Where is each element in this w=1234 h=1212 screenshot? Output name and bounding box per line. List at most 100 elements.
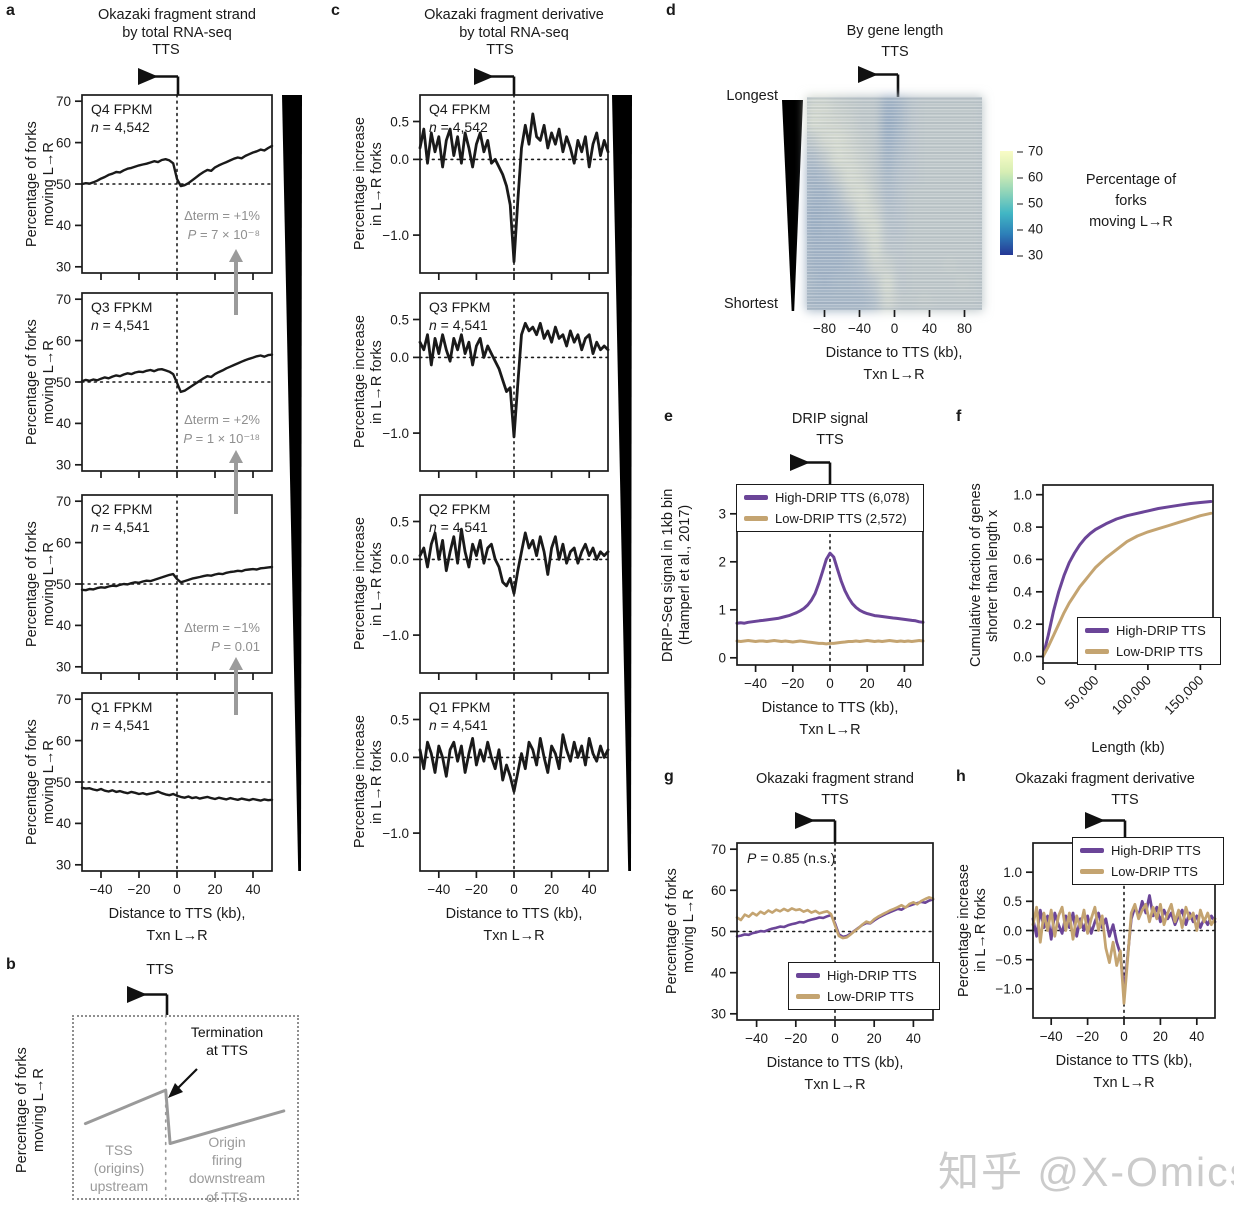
legend-swatch-low-drip — [744, 516, 768, 521]
panel-g-plot: 70 60 50 40 30 −40 −20 0 20 40 P = 0.85 (n.s.) — [711, 842, 935, 1046]
panel-g-ylabel: Percentage of forks moving L→R — [664, 868, 698, 995]
svg-text:70: 70 — [56, 494, 71, 509]
svg-text:60: 60 — [56, 535, 71, 550]
panel-g-title: Okazaki fragment strand — [756, 771, 914, 787]
svg-text:20: 20 — [1153, 1029, 1168, 1044]
svg-text:3: 3 — [718, 507, 726, 522]
panel-c-ylabel-q2: Percentage increase in L→R forks — [352, 517, 386, 651]
legend-swatch-high-drip — [1080, 848, 1104, 853]
tss-upstream-label: TSS (origins) upstream — [89, 1142, 149, 1195]
panel-a-title: Okazaki fragment strand by total RNA-seq — [98, 7, 256, 42]
svg-text:20: 20 — [860, 676, 875, 691]
svg-text:0.0: 0.0 — [1013, 649, 1032, 664]
tts-flag-icon — [790, 454, 832, 485]
panel-f-ylabel: Cumulative fraction of genes shorter tha… — [968, 483, 1002, 668]
svg-text:50: 50 — [711, 924, 726, 939]
svg-text:50: 50 — [56, 775, 71, 790]
svg-text:0.5: 0.5 — [390, 114, 409, 129]
svg-text:40: 40 — [56, 618, 71, 633]
svg-text:0.0: 0.0 — [390, 750, 409, 765]
legend-label: Low-DRIP TTS (2,572) — [775, 511, 907, 526]
panel-a-ylabel-q1: Percentage of forks moving L→R — [24, 719, 58, 845]
svg-text:50: 50 — [56, 577, 71, 592]
panel-letter-g: g — [664, 768, 674, 785]
longest-label: Longest — [726, 88, 778, 104]
stat-annotation: Δterm = +1% P = 7 × 10⁻⁸ — [184, 208, 260, 242]
panel-b-schematic-box — [72, 1015, 299, 1200]
svg-text:0: 0 — [831, 1031, 839, 1046]
svg-text:−1.0: −1.0 — [995, 982, 1022, 997]
panel-d-heatmap: −80 −40 0 40 80 — [806, 96, 983, 336]
svg-text:0: 0 — [1033, 673, 1049, 689]
p-value-annotation: P = 0.85 (n.s.) — [747, 850, 836, 866]
panel-c-title: Okazaki fragment derivative by total RNA… — [424, 7, 604, 42]
svg-text:30: 30 — [56, 660, 71, 675]
panel-a-plot-q1: 70 60 50 40 30 −40 −20 0 20 40 Q1 FPKM n = 4,541 — [56, 692, 274, 897]
panel-c-ylabel-q4: Percentage increase in L→R forks — [352, 117, 386, 251]
expression-gradient-wedge-a — [282, 95, 302, 871]
legend-label: High-DRIP TTS — [1111, 843, 1201, 858]
panel-a-tts-label: TTS — [152, 42, 180, 58]
legend-label: High-DRIP TTS (6,078) — [775, 490, 910, 505]
colorbar-tick: 50 — [1017, 196, 1043, 211]
subplot-label: Q2 FPKM n = 4,541 — [91, 501, 153, 536]
svg-text:−40: −40 — [745, 1031, 768, 1046]
panel-c-plot-q1: 0.5 0.0 −1.0 −40 −20 0 20 40 Q1 FPKM n = 4,541 — [382, 692, 610, 897]
svg-text:40: 40 — [582, 882, 597, 897]
svg-text:−20: −20 — [784, 1031, 807, 1046]
colorbar-label: Percentage of forks moving L→R — [1085, 172, 1177, 231]
panel-b-schematic: Termination at TTS TSS (origins) upstrea… — [72, 1014, 295, 1205]
svg-text:0: 0 — [510, 882, 518, 897]
panel-a-ylabel-q4: Percentage of forks moving L→R — [24, 121, 58, 247]
panel-f-legend: High-DRIP TTS Low-DRIP TTS — [1077, 617, 1221, 665]
legend-label: Low-DRIP TTS — [1111, 864, 1198, 879]
svg-text:40: 40 — [56, 416, 71, 431]
panel-a-ylabel-q2: Percentage of forks moving L→R — [24, 521, 58, 647]
colorbar-tick: 70 — [1017, 144, 1043, 159]
svg-text:70: 70 — [56, 94, 71, 109]
legend-label: High-DRIP TTS — [1116, 623, 1206, 638]
svg-text:1.0: 1.0 — [1003, 865, 1022, 880]
panel-c-xlabel: Distance to TTS (kb), Txn L→R — [445, 906, 583, 945]
panel-letter-a: a — [6, 2, 15, 19]
svg-text:−1.0: −1.0 — [382, 628, 409, 643]
svg-text:−40: −40 — [848, 321, 871, 336]
up-arrow-icon — [229, 249, 243, 315]
svg-text:−0.5: −0.5 — [995, 953, 1022, 968]
subplot-label: Q4 FPKM n = 4,542 — [429, 101, 491, 136]
svg-text:40: 40 — [922, 321, 937, 336]
svg-text:20: 20 — [867, 1031, 882, 1046]
stat-annotation: Δterm = +2% P = 1 × 10⁻¹⁸ — [183, 412, 260, 446]
tts-flag-icon — [474, 68, 516, 95]
panel-c-plot-q3: 0.5 0.0 −1.0 Q3 FPKM n = 4,541 — [382, 292, 610, 478]
up-arrow-icon — [229, 657, 243, 715]
svg-text:−40: −40 — [427, 882, 450, 897]
svg-text:0.5: 0.5 — [390, 312, 409, 327]
svg-text:0: 0 — [718, 651, 726, 666]
svg-text:30: 30 — [56, 858, 71, 873]
svg-text:30: 30 — [56, 458, 71, 473]
svg-text:40: 40 — [711, 966, 726, 981]
svg-text:0: 0 — [1120, 1029, 1128, 1044]
origin-downstream-label: Origin firing downstream of TTS — [188, 1134, 266, 1205]
panel-a-plot-q2: 70 60 50 40 30 Q2 FPKM n = 4,541 Δterm = −1% P… — [56, 494, 274, 680]
svg-text:60: 60 — [711, 883, 726, 898]
panel-g-xlabel: Distance to TTS (kb), Txn L→R — [766, 1055, 904, 1094]
svg-text:−20: −20 — [1076, 1029, 1099, 1044]
panel-a-plot-q4: 70 60 50 40 30 Q4 FPKM n = 4,542 Δterm = +1% P… — [56, 94, 274, 280]
svg-text:0.0: 0.0 — [390, 552, 409, 567]
svg-text:70: 70 — [56, 292, 71, 307]
svg-text:50,000: 50,000 — [1062, 673, 1102, 713]
tts-flag-icon — [138, 68, 180, 95]
tts-flag-icon — [858, 66, 900, 97]
svg-text:−40: −40 — [90, 882, 113, 897]
tts-flag-icon — [127, 986, 169, 1015]
panel-letter-c: c — [331, 2, 340, 19]
svg-text:0.0: 0.0 — [390, 350, 409, 365]
svg-text:−1.0: −1.0 — [382, 826, 409, 841]
svg-text:40: 40 — [897, 676, 912, 691]
svg-text:0.8: 0.8 — [1013, 520, 1032, 535]
svg-text:−20: −20 — [465, 882, 488, 897]
panel-a-ylabel-q3: Percentage of forks moving L→R — [24, 319, 58, 445]
